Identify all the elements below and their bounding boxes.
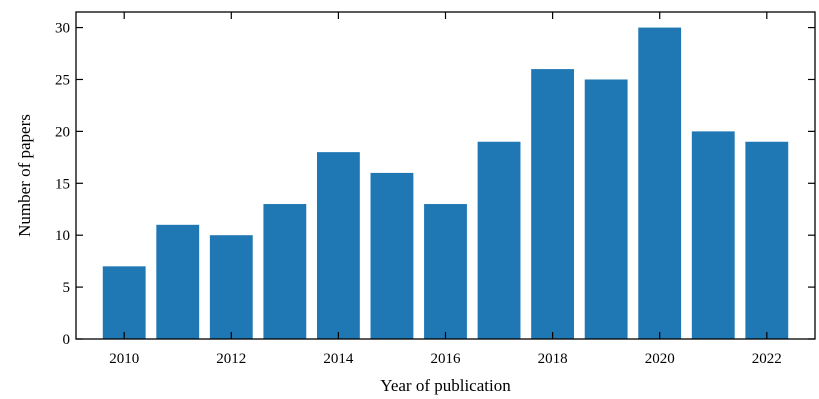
bar-2013: [263, 204, 307, 339]
bar-2020: [638, 27, 682, 339]
y-tick-label: 25: [55, 72, 70, 88]
bar-2016: [424, 204, 467, 339]
x-tick-label: 2018: [538, 351, 568, 367]
bar-2017: [477, 141, 521, 339]
bar-2014: [316, 152, 360, 339]
x-tick-label: 2010: [109, 351, 139, 367]
x-tick-label: 2012: [216, 351, 246, 367]
bar-2012: [209, 235, 253, 339]
x-tick-label: 2014: [323, 351, 354, 367]
x-tick-label: 2022: [752, 351, 782, 367]
bar-2015: [370, 172, 414, 339]
x-tick-label: 2020: [645, 351, 675, 367]
y-tick-label: 0: [63, 332, 71, 348]
bar-2021: [691, 131, 735, 339]
tick-labels-group: 0 5 10 15 20 25 30 2010 2012 2014 2016 2018 2020 2022: [55, 21, 782, 367]
y-tick-label: 5: [63, 280, 71, 296]
plot-frame: [75, 11, 816, 340]
bar-2010: [102, 266, 146, 339]
x-axis-label: Year of publication: [380, 376, 511, 395]
y-tick-label: 20: [55, 124, 70, 140]
bar-2011: [156, 224, 200, 339]
y-axis-label: Number of papers: [15, 114, 34, 237]
x-tick-label: 2016: [431, 351, 462, 367]
ticks-group: [76, 12, 815, 340]
y-tick-label: 10: [55, 228, 70, 244]
bar-2018: [531, 69, 575, 339]
y-tick-label: 15: [55, 176, 70, 192]
bar-2019: [584, 79, 628, 339]
bar-2022: [745, 141, 789, 339]
bars-group: [102, 27, 789, 339]
y-tick-label: 30: [55, 21, 70, 37]
